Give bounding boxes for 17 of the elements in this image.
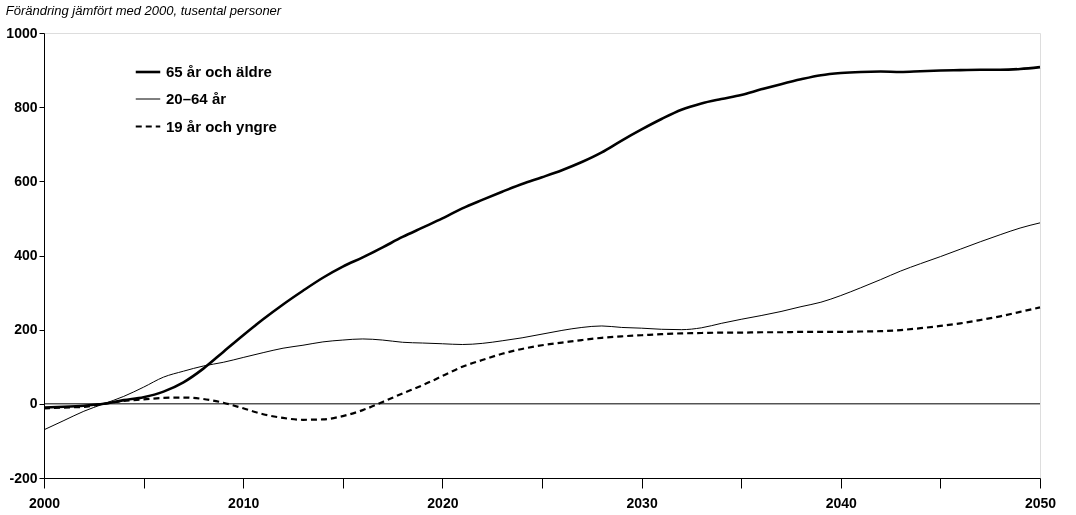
y-tick-label: 1000 xyxy=(6,24,38,41)
x-tick-label: 2000 xyxy=(28,494,61,511)
y-tick-label: 0 xyxy=(29,395,38,412)
y-tick-label: -200 xyxy=(9,469,38,486)
x-tick-label: 2010 xyxy=(228,494,260,511)
x-tick-label: 2030 xyxy=(626,494,658,511)
x-tick-label: 2040 xyxy=(825,494,858,511)
x-tick-label: 2050 xyxy=(1024,494,1057,511)
y-tick-label: 600 xyxy=(14,172,38,189)
x-tick-label: 2020 xyxy=(427,494,459,511)
legend-label: 65 år och äldre xyxy=(166,63,272,80)
legend-label: 19 år och yngre xyxy=(166,117,277,135)
y-tick-label: 400 xyxy=(14,247,38,263)
chart-subtitle: Förändring jämfört med 2000, tusental personer xyxy=(5,3,282,18)
y-tick-label: 200 xyxy=(14,321,38,338)
legend-label: 20–64 år xyxy=(166,90,227,107)
y-tick-label: 800 xyxy=(14,98,38,115)
